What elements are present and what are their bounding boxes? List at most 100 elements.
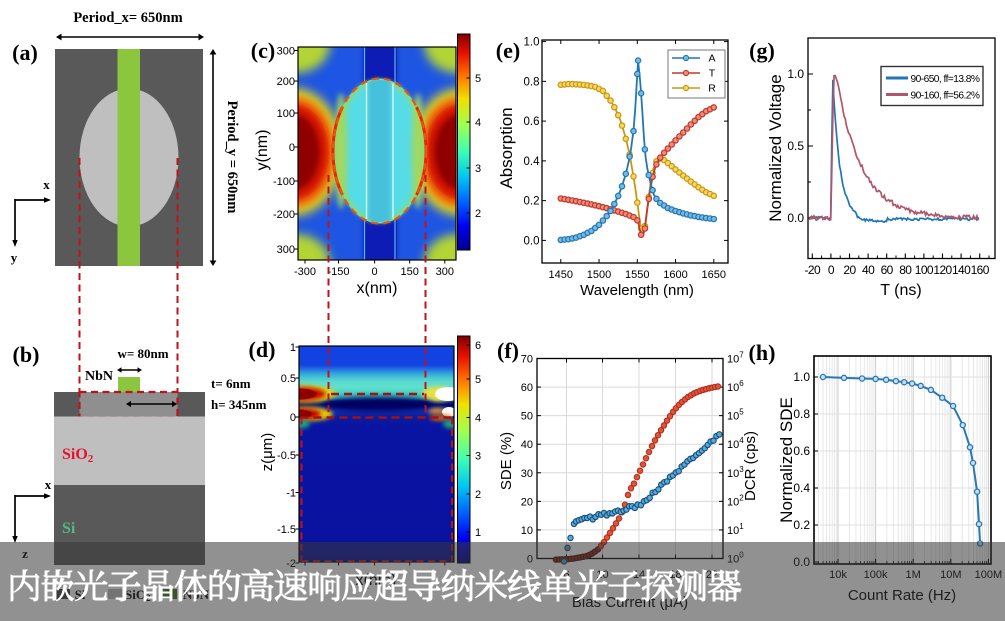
svg-text:2: 2	[475, 208, 481, 220]
svg-text:120: 120	[933, 263, 952, 277]
svg-text:0.5: 0.5	[281, 373, 296, 385]
svg-text:x: x	[43, 177, 50, 192]
svg-text:(f): (f)	[497, 338, 519, 363]
svg-text:60: 60	[881, 263, 894, 277]
svg-text:0: 0	[289, 142, 295, 154]
svg-text:1.0: 1.0	[793, 370, 810, 384]
svg-text:0: 0	[828, 263, 835, 277]
svg-text:Wavelength (nm): Wavelength (nm)	[580, 282, 694, 299]
svg-text:NbN: NbN	[85, 369, 113, 384]
svg-text:t= 6nm: t= 6nm	[211, 376, 251, 391]
svg-text:A: A	[708, 53, 715, 65]
svg-text:(g): (g)	[749, 38, 775, 63]
svg-text:50: 50	[521, 411, 533, 423]
svg-text:3: 3	[475, 451, 481, 463]
svg-text:(c): (c)	[251, 38, 275, 63]
svg-text:(d): (d)	[249, 337, 276, 362]
svg-text:-0.5: -0.5	[277, 450, 296, 462]
svg-text:Si: Si	[62, 520, 76, 537]
svg-text:0.6: 0.6	[524, 116, 540, 128]
svg-text:SDE (%): SDE (%)	[498, 432, 515, 490]
svg-text:2: 2	[475, 489, 481, 501]
svg-text:0.2: 0.2	[793, 518, 810, 532]
svg-text:-150: -150	[327, 266, 349, 278]
svg-text:70: 70	[521, 354, 533, 366]
svg-text:0: 0	[372, 266, 378, 278]
svg-text:1.0: 1.0	[787, 67, 804, 81]
svg-text:1650: 1650	[702, 269, 726, 281]
svg-text:107: 107	[727, 351, 744, 366]
svg-text:Normalized Voltage: Normalized Voltage	[766, 74, 785, 221]
svg-text:30: 30	[521, 468, 533, 480]
svg-text:90-160, ff=56.2%: 90-160, ff=56.2%	[911, 90, 980, 101]
svg-text:0.8: 0.8	[524, 76, 540, 88]
svg-text:1: 1	[475, 527, 481, 539]
svg-text:1450: 1450	[549, 269, 573, 281]
svg-text:6: 6	[475, 340, 481, 352]
svg-text:y(nm): y(nm)	[254, 130, 271, 171]
svg-text:300: 300	[436, 266, 454, 278]
svg-text:-1: -1	[286, 488, 296, 500]
svg-text:90-650, ff=13.8%: 90-650, ff=13.8%	[911, 74, 980, 85]
svg-text:(b): (b)	[13, 342, 40, 367]
svg-text:160: 160	[971, 263, 990, 277]
svg-text:0.0: 0.0	[524, 235, 540, 247]
svg-text:-1.5: -1.5	[277, 524, 296, 536]
svg-text:300: 300	[277, 244, 295, 256]
svg-text:100: 100	[915, 263, 934, 277]
svg-text:80: 80	[899, 263, 912, 277]
svg-text:0.5: 0.5	[787, 139, 804, 153]
svg-text:0.4: 0.4	[793, 481, 810, 495]
svg-text:Period_x= 650nm: Period_x= 650nm	[73, 10, 182, 26]
svg-text:(e): (e)	[496, 38, 520, 63]
svg-text:3: 3	[475, 163, 481, 175]
svg-text:1500: 1500	[587, 269, 611, 281]
svg-text:DCR (cps): DCR (cps)	[742, 431, 759, 501]
svg-text:40: 40	[862, 263, 875, 277]
svg-text:150: 150	[401, 266, 419, 278]
svg-text:0.6: 0.6	[793, 444, 810, 458]
svg-text:(h): (h)	[749, 340, 776, 365]
svg-text:SiO2: SiO2	[62, 446, 94, 465]
svg-text:1550: 1550	[625, 269, 649, 281]
svg-text:200: 200	[277, 76, 295, 88]
svg-text:105: 105	[727, 408, 744, 423]
svg-text:20: 20	[521, 496, 533, 508]
svg-text:Period_y = 650nm: Period_y = 650nm	[224, 101, 240, 214]
svg-text:1.0: 1.0	[524, 37, 540, 49]
svg-text:100: 100	[277, 108, 295, 120]
svg-text:4: 4	[475, 117, 481, 129]
svg-text:-100: -100	[273, 176, 295, 188]
svg-text:Absorption: Absorption	[497, 107, 516, 188]
svg-text:-300: -300	[294, 266, 316, 278]
svg-text:140: 140	[952, 263, 971, 277]
svg-text:10: 10	[521, 525, 533, 537]
svg-text:106: 106	[727, 379, 744, 394]
svg-text:0.2: 0.2	[524, 196, 540, 208]
svg-text:1: 1	[290, 342, 296, 354]
svg-text:x(nm): x(nm)	[357, 280, 398, 297]
svg-text:T (ns): T (ns)	[880, 282, 921, 299]
svg-text:300: 300	[277, 46, 295, 58]
svg-text:-200: -200	[273, 209, 295, 221]
svg-text:x: x	[45, 477, 52, 492]
svg-text:60: 60	[521, 382, 533, 394]
svg-text:T: T	[709, 68, 716, 80]
svg-text:1600: 1600	[663, 269, 687, 281]
svg-text:y: y	[11, 250, 18, 265]
svg-text:20: 20	[843, 263, 856, 277]
svg-text:(a): (a)	[12, 40, 38, 65]
svg-text:R: R	[708, 83, 716, 95]
svg-text:w= 80nm: w= 80nm	[117, 346, 168, 361]
svg-text:0.8: 0.8	[793, 407, 810, 421]
svg-text:5: 5	[475, 374, 481, 386]
svg-text:0.0: 0.0	[787, 211, 804, 225]
svg-text:-20: -20	[805, 263, 821, 277]
svg-text:101: 101	[727, 522, 744, 537]
svg-text:40: 40	[521, 439, 533, 451]
svg-text:0: 0	[290, 412, 296, 424]
svg-text:z(μm): z(μm)	[259, 433, 276, 472]
svg-text:h= 345nm: h= 345nm	[211, 397, 267, 412]
svg-text:5: 5	[475, 73, 481, 85]
svg-text:Normalized SDE: Normalized SDE	[777, 397, 796, 523]
